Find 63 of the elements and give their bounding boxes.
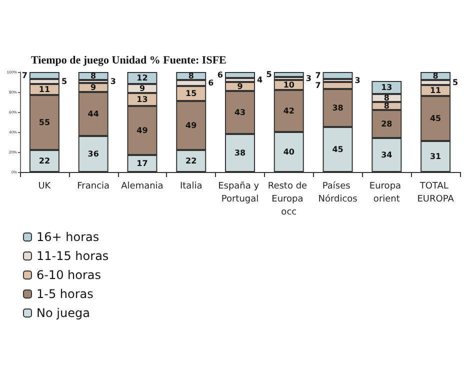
- data-label: 38: [234, 148, 246, 158]
- data-label: 5: [452, 78, 459, 87]
- data-label: 10: [283, 80, 295, 90]
- data-label: 45: [430, 114, 442, 123]
- data-label: 7: [315, 81, 321, 90]
- data-label: 8: [90, 72, 97, 80]
- legend-label: 16+ horas: [36, 230, 100, 244]
- data-label: 13: [136, 95, 148, 104]
- x-tick-label: Alemania: [121, 182, 164, 192]
- x-tick-label: UK: [38, 182, 52, 192]
- data-label: 8: [384, 94, 390, 102]
- data-label: 3: [306, 74, 312, 83]
- data-label: 36: [88, 150, 100, 158]
- data-label: 42: [283, 106, 294, 116]
- data-label: 49: [136, 126, 148, 135]
- data-label: 5: [266, 70, 272, 79]
- x-tick-label: Francia: [77, 182, 110, 192]
- bar: [274, 72, 304, 77]
- data-label: 9: [90, 83, 97, 92]
- chart-title: Tiempo de juego Unidad % Fuente: ISFE: [31, 54, 226, 66]
- data-label: 7: [315, 71, 321, 80]
- x-tick-label: TOTAL EUROPA: [417, 182, 455, 204]
- data-label: 15: [186, 89, 198, 98]
- data-label: 17: [136, 159, 148, 168]
- data-label: 4: [257, 76, 263, 84]
- data-label: 43: [234, 108, 246, 117]
- data-label: 55: [38, 118, 50, 127]
- legend-label: 11-15 horas: [36, 249, 109, 263]
- legend-label: 6-10 horas: [36, 268, 102, 282]
- legend-label: 1-5 horas: [36, 287, 94, 301]
- data-label: 3: [110, 77, 116, 86]
- data-label: 49: [186, 121, 198, 130]
- data-label: 6: [217, 70, 224, 80]
- data-label: 8: [188, 72, 194, 80]
- data-label: 22: [186, 156, 197, 166]
- data-label: 11: [38, 85, 50, 94]
- data-label: 40: [283, 148, 295, 156]
- bar: [322, 72, 353, 79]
- data-label: 22: [38, 156, 50, 166]
- data-label: 6: [208, 78, 214, 88]
- data-label: 31: [430, 152, 442, 161]
- x-tick-label: Resto de Europa occ: [268, 182, 310, 218]
- data-label: 44: [88, 110, 100, 118]
- data-label: 11: [430, 86, 442, 95]
- data-label: 34: [381, 150, 393, 160]
- legend-label: No juega: [36, 306, 90, 320]
- data-label: 8: [432, 72, 439, 80]
- x-tick-label: Países Nórdicos: [318, 180, 358, 204]
- data-label: 28: [381, 120, 393, 128]
- data-label: 3: [354, 76, 360, 85]
- bar: [225, 72, 255, 78]
- data-label: 9: [139, 84, 146, 93]
- x-tick-label: España y Portugal: [218, 182, 262, 204]
- data-label: 38: [332, 104, 344, 112]
- data-label: 12: [136, 74, 148, 82]
- data-label: 5: [61, 77, 68, 86]
- data-label: 7: [22, 71, 28, 80]
- data-label: 9: [237, 82, 244, 91]
- data-label: 8: [384, 102, 390, 110]
- data-label: 45: [332, 145, 344, 154]
- data-label: 13: [381, 83, 392, 92]
- x-tick-label: Europa orient: [369, 182, 404, 204]
- x-tick-label: Italia: [180, 182, 202, 192]
